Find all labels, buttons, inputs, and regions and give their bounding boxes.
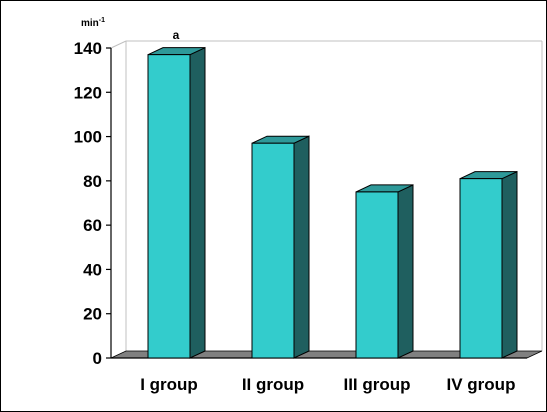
bar — [251, 135, 310, 359]
y-tick-label: 60 — [83, 216, 102, 235]
bar-front — [355, 191, 399, 359]
y-tick-label: 140 — [74, 39, 102, 58]
bar-side — [397, 184, 414, 359]
bar — [355, 184, 414, 359]
x-category-label: II group — [242, 375, 304, 394]
bar-front — [459, 178, 503, 359]
y-axis-ticks: 0 20 40 60 80 100 120 140 — [74, 39, 111, 368]
y-tick-label: 100 — [74, 128, 102, 147]
bar — [147, 46, 206, 359]
bar-front — [147, 54, 191, 359]
bar-side — [293, 135, 310, 359]
x-category-label: III group — [343, 375, 410, 394]
y-tick-label: 0 — [93, 349, 102, 368]
y-unit-label: min-1 — [81, 17, 105, 29]
bar-side — [501, 170, 518, 359]
y-tick-label: 40 — [83, 260, 102, 279]
x-category-label: I group — [140, 375, 198, 394]
bar-series — [147, 46, 518, 359]
x-axis-labels: I group II group III group IV group — [140, 375, 515, 394]
bar — [459, 170, 518, 359]
y-tick-label: 80 — [83, 172, 102, 191]
y-tick-label: 20 — [83, 305, 102, 324]
bar-front — [251, 142, 295, 359]
bar-annotation: a — [173, 28, 180, 42]
chart-back-wall — [110, 40, 543, 351]
x-category-label: IV group — [447, 375, 516, 394]
bar-side — [189, 46, 206, 359]
y-tick-label: 120 — [74, 83, 102, 102]
